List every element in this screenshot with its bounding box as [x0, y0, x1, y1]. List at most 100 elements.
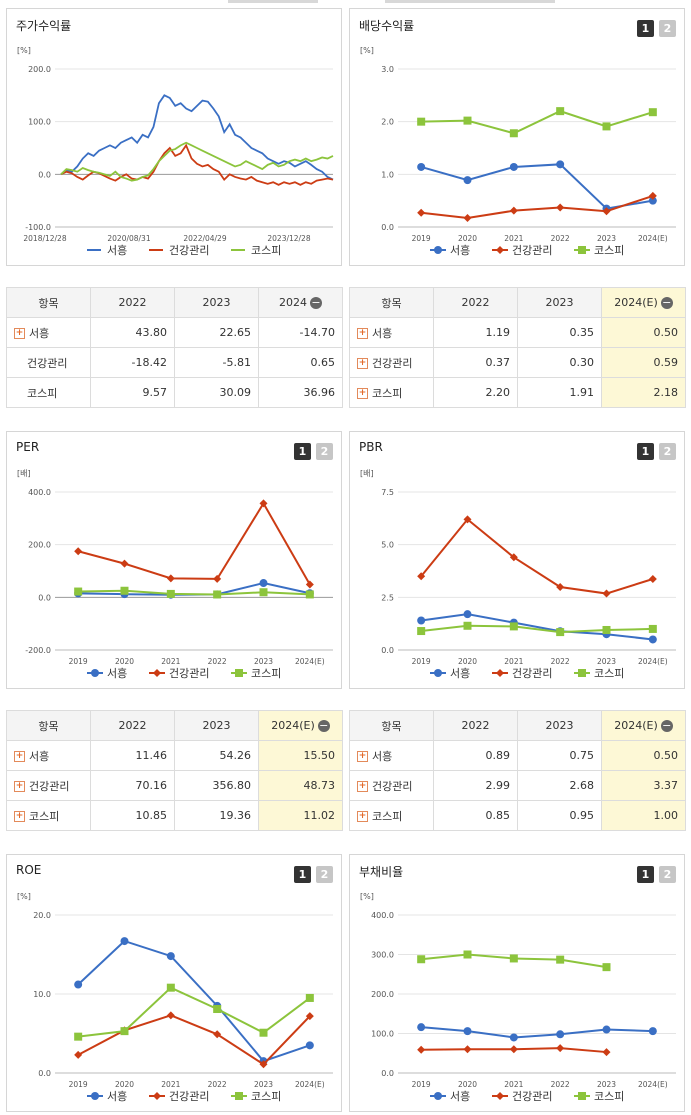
row-label-cell[interactable]: + 서흥 — [349, 317, 434, 348]
legend-marker — [496, 1092, 504, 1100]
row-label-cell[interactable]: + 건강관리 — [6, 770, 91, 801]
legend-label: 서흥 — [450, 666, 470, 680]
axis-unit-label: [%] — [360, 892, 374, 901]
value-cell: 1.19 — [433, 317, 518, 348]
y-tick-label: 0.0 — [38, 1069, 51, 1078]
data-point — [602, 207, 611, 216]
value-cell: 11.02 — [258, 800, 343, 831]
legend-label: 서흥 — [107, 666, 127, 680]
row-label: 서흥 — [29, 326, 50, 340]
data-point — [509, 553, 518, 562]
x-tick-label: 2022 — [551, 234, 570, 243]
row-label-cell[interactable]: + 서흥 — [349, 740, 434, 771]
x-tick-label: 2024(E) — [295, 1080, 325, 1089]
column-header-year: 2023 — [517, 710, 602, 741]
plus-box-icon[interactable]: + — [14, 328, 25, 339]
data-point — [213, 574, 222, 583]
per-table: 항목 2022 2023 2024(E) − + 서흥 11.46 54.26 15.50 + 건강관… — [6, 710, 343, 831]
header-label: 2022 — [461, 719, 490, 732]
debt-ratio-chart: [%] 400.0 300.0 200.0 100.0 0.0 2019 2020 2021 20… — [360, 892, 676, 1103]
minus-circle-icon[interactable]: − — [317, 719, 330, 732]
data-point — [74, 587, 83, 596]
row-label: 코스피 — [372, 386, 403, 400]
chart-button-2[interactable]: 2 — [316, 443, 333, 460]
series-line — [60, 141, 334, 182]
value-cell: -5.81 — [174, 347, 259, 378]
row-label-cell[interactable]: + 코스피 — [349, 800, 434, 831]
row-label-cell[interactable]: + 건강관리 — [349, 770, 434, 801]
header-label: 2022 — [461, 296, 490, 309]
data-point — [463, 515, 472, 524]
data-point — [120, 559, 129, 568]
chart-button-1[interactable]: 1 — [294, 443, 311, 460]
plus-box-icon[interactable]: + — [357, 388, 368, 399]
minus-circle-icon[interactable]: − — [660, 719, 673, 732]
row-label-cell[interactable]: + 서흥 — [6, 317, 91, 348]
minus-circle-icon[interactable]: − — [660, 296, 673, 309]
plus-box-icon[interactable]: + — [357, 781, 368, 792]
column-header-item: 항목 — [6, 287, 91, 318]
column-header-year: 2024− — [258, 287, 343, 318]
data-point — [509, 1045, 518, 1054]
data-point — [259, 499, 268, 508]
value-cell: 0.50 — [601, 317, 686, 348]
data-point — [463, 610, 472, 619]
chart-button-2[interactable]: 2 — [659, 443, 676, 460]
row-label-cell[interactable]: + 코스피 — [6, 800, 91, 831]
header-label: 항목 — [381, 296, 402, 310]
data-point — [648, 196, 657, 205]
stock-return-chart: [%] 200.0 100.0 0.0 -100.0 2018/12/28 2020/08/… — [17, 46, 334, 257]
plus-box-icon[interactable]: + — [14, 811, 25, 822]
data-point — [213, 590, 222, 599]
x-tick-label: 2019 — [412, 657, 431, 666]
row-label: 건강관리 — [27, 356, 68, 370]
chart-button-2[interactable]: 2 — [316, 866, 333, 883]
row-label-cell: 코스피 — [6, 377, 91, 408]
chart-button-2[interactable]: 2 — [659, 20, 676, 37]
plus-box-icon[interactable]: + — [357, 811, 368, 822]
x-tick-label: 2021 — [504, 234, 523, 243]
row-label: 건강관리 — [372, 356, 413, 370]
chart-button-1[interactable]: 1 — [637, 443, 654, 460]
legend-label: 서흥 — [107, 1089, 127, 1103]
x-tick-label: 2021 — [504, 1080, 523, 1089]
plus-box-icon[interactable]: + — [357, 328, 368, 339]
chart-button-1[interactable]: 1 — [294, 866, 311, 883]
column-header-year: 2022 — [90, 710, 175, 741]
data-point — [417, 955, 426, 964]
value-cell: 0.30 — [517, 347, 602, 378]
legend-marker — [578, 1092, 586, 1100]
series-line — [78, 589, 310, 596]
series-line — [77, 1014, 311, 1066]
plus-box-icon[interactable]: + — [357, 751, 368, 762]
chart-button-1[interactable]: 1 — [637, 866, 654, 883]
plus-box-icon[interactable]: + — [14, 781, 25, 792]
x-tick-label: 2021 — [161, 657, 180, 666]
minus-circle-icon[interactable]: − — [310, 296, 322, 309]
row-label-cell[interactable]: + 서흥 — [6, 740, 91, 771]
row-label-cell[interactable]: + 코스피 — [349, 377, 434, 408]
data-point — [305, 1041, 314, 1050]
data-point — [417, 616, 426, 625]
value-cell: 0.89 — [433, 740, 518, 771]
data-point — [417, 1045, 426, 1054]
legend-label: 코스피 — [594, 244, 624, 257]
y-tick-label: 100.0 — [28, 118, 51, 127]
column-header-year: 2024(E) − — [601, 710, 686, 741]
data-point — [305, 993, 314, 1002]
x-tick-label: 2023/12/28 — [267, 234, 310, 243]
row-label-cell[interactable]: + 건강관리 — [349, 347, 434, 378]
chart-button-2[interactable]: 2 — [659, 866, 676, 883]
legend-label: 서흥 — [450, 243, 470, 257]
y-tick-label: 20.0 — [33, 911, 51, 920]
value-cell: 2.68 — [517, 770, 602, 801]
plus-box-icon[interactable]: + — [14, 751, 25, 762]
chart-button-1[interactable]: 1 — [637, 20, 654, 37]
y-tick-label: 0.0 — [381, 223, 394, 232]
data-point — [509, 162, 518, 171]
plus-box-icon[interactable]: + — [357, 358, 368, 369]
row-label: 코스피 — [27, 386, 58, 400]
panel-title: 배당수익률 — [359, 19, 415, 33]
row-label: 서흥 — [29, 749, 50, 763]
column-header-item: 항목 — [349, 287, 434, 318]
